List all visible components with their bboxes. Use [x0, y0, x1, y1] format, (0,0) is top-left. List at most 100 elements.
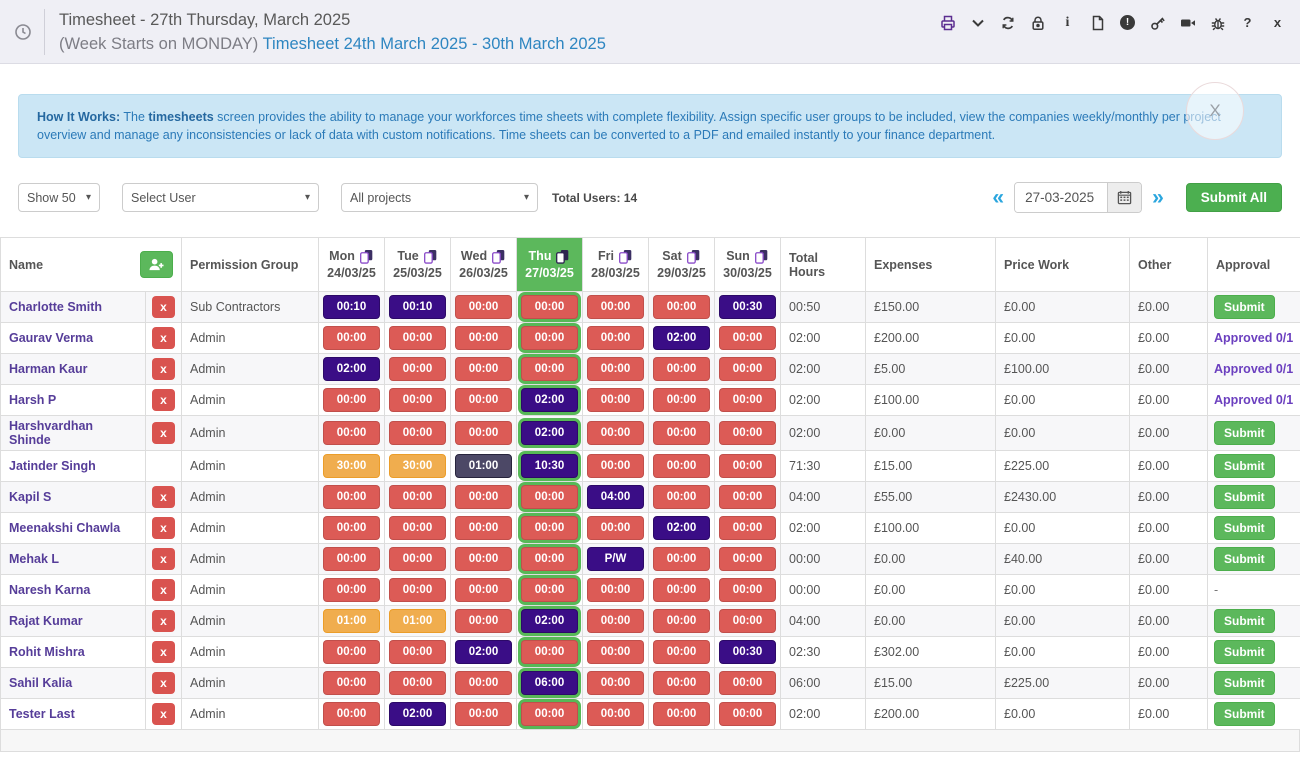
- copy-day-icon[interactable]: [359, 249, 374, 264]
- time-entry-button[interactable]: 00:00: [587, 578, 645, 602]
- time-entry-button[interactable]: 00:00: [719, 547, 777, 571]
- user-name-cell[interactable]: Kapil S: [0, 481, 146, 513]
- time-entry-button[interactable]: 00:00: [653, 671, 711, 695]
- time-entry-button[interactable]: 00:00: [521, 326, 579, 350]
- time-entry-button[interactable]: 00:00: [455, 547, 513, 571]
- user-name-cell[interactable]: Sahil Kalia: [0, 667, 146, 699]
- chevron-down-icon[interactable]: [969, 14, 986, 31]
- time-entry-button[interactable]: 00:00: [587, 609, 645, 633]
- time-entry-button[interactable]: 01:00: [455, 454, 513, 478]
- time-entry-button[interactable]: 00:00: [587, 454, 645, 478]
- copy-day-icon[interactable]: [555, 249, 570, 264]
- calendar-button[interactable]: [1107, 183, 1142, 212]
- time-entry-button[interactable]: 00:00: [719, 578, 777, 602]
- time-entry-button[interactable]: 02:00: [389, 702, 447, 726]
- submit-row-button[interactable]: Submit: [1214, 454, 1275, 478]
- user-name-cell[interactable]: Charlotte Smith: [0, 291, 146, 323]
- user-name-cell[interactable]: Rohit Mishra: [0, 636, 146, 668]
- time-entry-button[interactable]: 00:00: [389, 388, 447, 412]
- date-input[interactable]: [1015, 183, 1108, 212]
- time-entry-button[interactable]: 00:00: [323, 516, 381, 540]
- time-entry-button[interactable]: 00:00: [719, 388, 777, 412]
- time-entry-button[interactable]: 00:00: [389, 421, 447, 445]
- time-entry-button[interactable]: 00:00: [455, 295, 513, 319]
- user-name-cell[interactable]: Jatinder Singh: [0, 450, 146, 482]
- time-entry-button[interactable]: 00:00: [389, 326, 447, 350]
- delete-user-button[interactable]: x: [152, 703, 175, 725]
- delete-user-button[interactable]: x: [152, 672, 175, 694]
- time-entry-button[interactable]: 00:00: [587, 702, 645, 726]
- time-entry-button[interactable]: 00:00: [389, 547, 447, 571]
- time-entry-button[interactable]: 00:00: [653, 485, 711, 509]
- time-entry-button[interactable]: 00:00: [719, 485, 777, 509]
- time-entry-button[interactable]: 00:00: [521, 516, 579, 540]
- time-entry-button[interactable]: 02:00: [653, 326, 711, 350]
- time-entry-button[interactable]: 00:00: [455, 609, 513, 633]
- time-entry-button[interactable]: 00:00: [653, 454, 711, 478]
- show-count-select[interactable]: Show 50 ▾: [18, 183, 100, 212]
- time-entry-button[interactable]: 02:00: [323, 357, 381, 381]
- time-entry-button[interactable]: 00:00: [521, 702, 579, 726]
- time-entry-button[interactable]: 00:10: [323, 295, 381, 319]
- time-entry-button[interactable]: 00:00: [587, 326, 645, 350]
- time-entry-button[interactable]: 00:00: [653, 609, 711, 633]
- time-entry-button[interactable]: 00:00: [323, 578, 381, 602]
- time-entry-button[interactable]: 00:00: [389, 516, 447, 540]
- user-name-cell[interactable]: Tester Last: [0, 698, 146, 730]
- time-entry-button[interactable]: 00:00: [719, 671, 777, 695]
- refresh-icon[interactable]: [999, 14, 1016, 31]
- delete-user-button[interactable]: x: [152, 389, 175, 411]
- user-name-cell[interactable]: Mehak L: [0, 543, 146, 575]
- week-range-link[interactable]: Timesheet 24th March 2025 - 30th March 2…: [262, 34, 606, 53]
- info-icon[interactable]: i: [1065, 14, 1070, 30]
- delete-user-button[interactable]: x: [152, 610, 175, 632]
- time-entry-button[interactable]: P/W: [587, 547, 645, 571]
- time-entry-button[interactable]: 00:00: [455, 578, 513, 602]
- time-entry-button[interactable]: 00:00: [719, 326, 777, 350]
- time-entry-button[interactable]: 00:00: [455, 485, 513, 509]
- time-entry-button[interactable]: 00:00: [719, 421, 777, 445]
- time-entry-button[interactable]: 00:00: [455, 671, 513, 695]
- next-week-arrow[interactable]: »: [1152, 186, 1164, 209]
- time-entry-button[interactable]: 00:30: [719, 640, 777, 664]
- submit-row-button[interactable]: Submit: [1214, 516, 1275, 540]
- delete-user-button[interactable]: x: [152, 548, 175, 570]
- time-entry-button[interactable]: 00:00: [653, 578, 711, 602]
- time-entry-button[interactable]: 00:00: [389, 640, 447, 664]
- copy-day-icon[interactable]: [491, 249, 506, 264]
- delete-user-button[interactable]: x: [152, 641, 175, 663]
- time-entry-button[interactable]: 02:00: [521, 388, 579, 412]
- time-entry-button[interactable]: 00:00: [587, 357, 645, 381]
- time-entry-button[interactable]: 00:00: [389, 671, 447, 695]
- time-entry-button[interactable]: 00:00: [587, 516, 645, 540]
- submit-row-button[interactable]: Submit: [1214, 295, 1275, 319]
- user-name-cell[interactable]: Gaurav Verma: [0, 322, 146, 354]
- time-entry-button[interactable]: 01:00: [323, 609, 381, 633]
- time-entry-button[interactable]: 00:00: [455, 326, 513, 350]
- user-name-cell[interactable]: Rajat Kumar: [0, 605, 146, 637]
- time-entry-button[interactable]: 00:00: [587, 640, 645, 664]
- time-entry-button[interactable]: 00:00: [521, 485, 579, 509]
- time-entry-button[interactable]: 02:00: [521, 421, 579, 445]
- select-user-dropdown[interactable]: Select User ▾: [122, 183, 319, 212]
- time-entry-button[interactable]: 01:00: [389, 609, 447, 633]
- time-entry-button[interactable]: 00:00: [653, 640, 711, 664]
- delete-user-button[interactable]: x: [152, 486, 175, 508]
- delete-user-button[interactable]: x: [152, 422, 175, 444]
- time-entry-button[interactable]: 00:00: [455, 702, 513, 726]
- time-entry-button[interactable]: 00:00: [455, 357, 513, 381]
- camera-icon[interactable]: [1179, 14, 1196, 31]
- time-entry-button[interactable]: 00:00: [587, 421, 645, 445]
- time-entry-button[interactable]: 00:00: [587, 295, 645, 319]
- user-name-cell[interactable]: Harshvardhan Shinde: [0, 415, 146, 451]
- time-entry-button[interactable]: 00:10: [389, 295, 447, 319]
- submit-row-button[interactable]: Submit: [1214, 421, 1275, 445]
- time-entry-button[interactable]: 00:00: [719, 516, 777, 540]
- banner-close-button[interactable]: X: [1186, 82, 1244, 140]
- time-entry-button[interactable]: 00:00: [653, 421, 711, 445]
- time-entry-button[interactable]: 00:00: [323, 547, 381, 571]
- time-entry-button[interactable]: 00:00: [323, 702, 381, 726]
- pdf-icon[interactable]: [1089, 14, 1106, 31]
- time-entry-button[interactable]: 00:00: [587, 671, 645, 695]
- help-icon[interactable]: ?: [1243, 15, 1252, 30]
